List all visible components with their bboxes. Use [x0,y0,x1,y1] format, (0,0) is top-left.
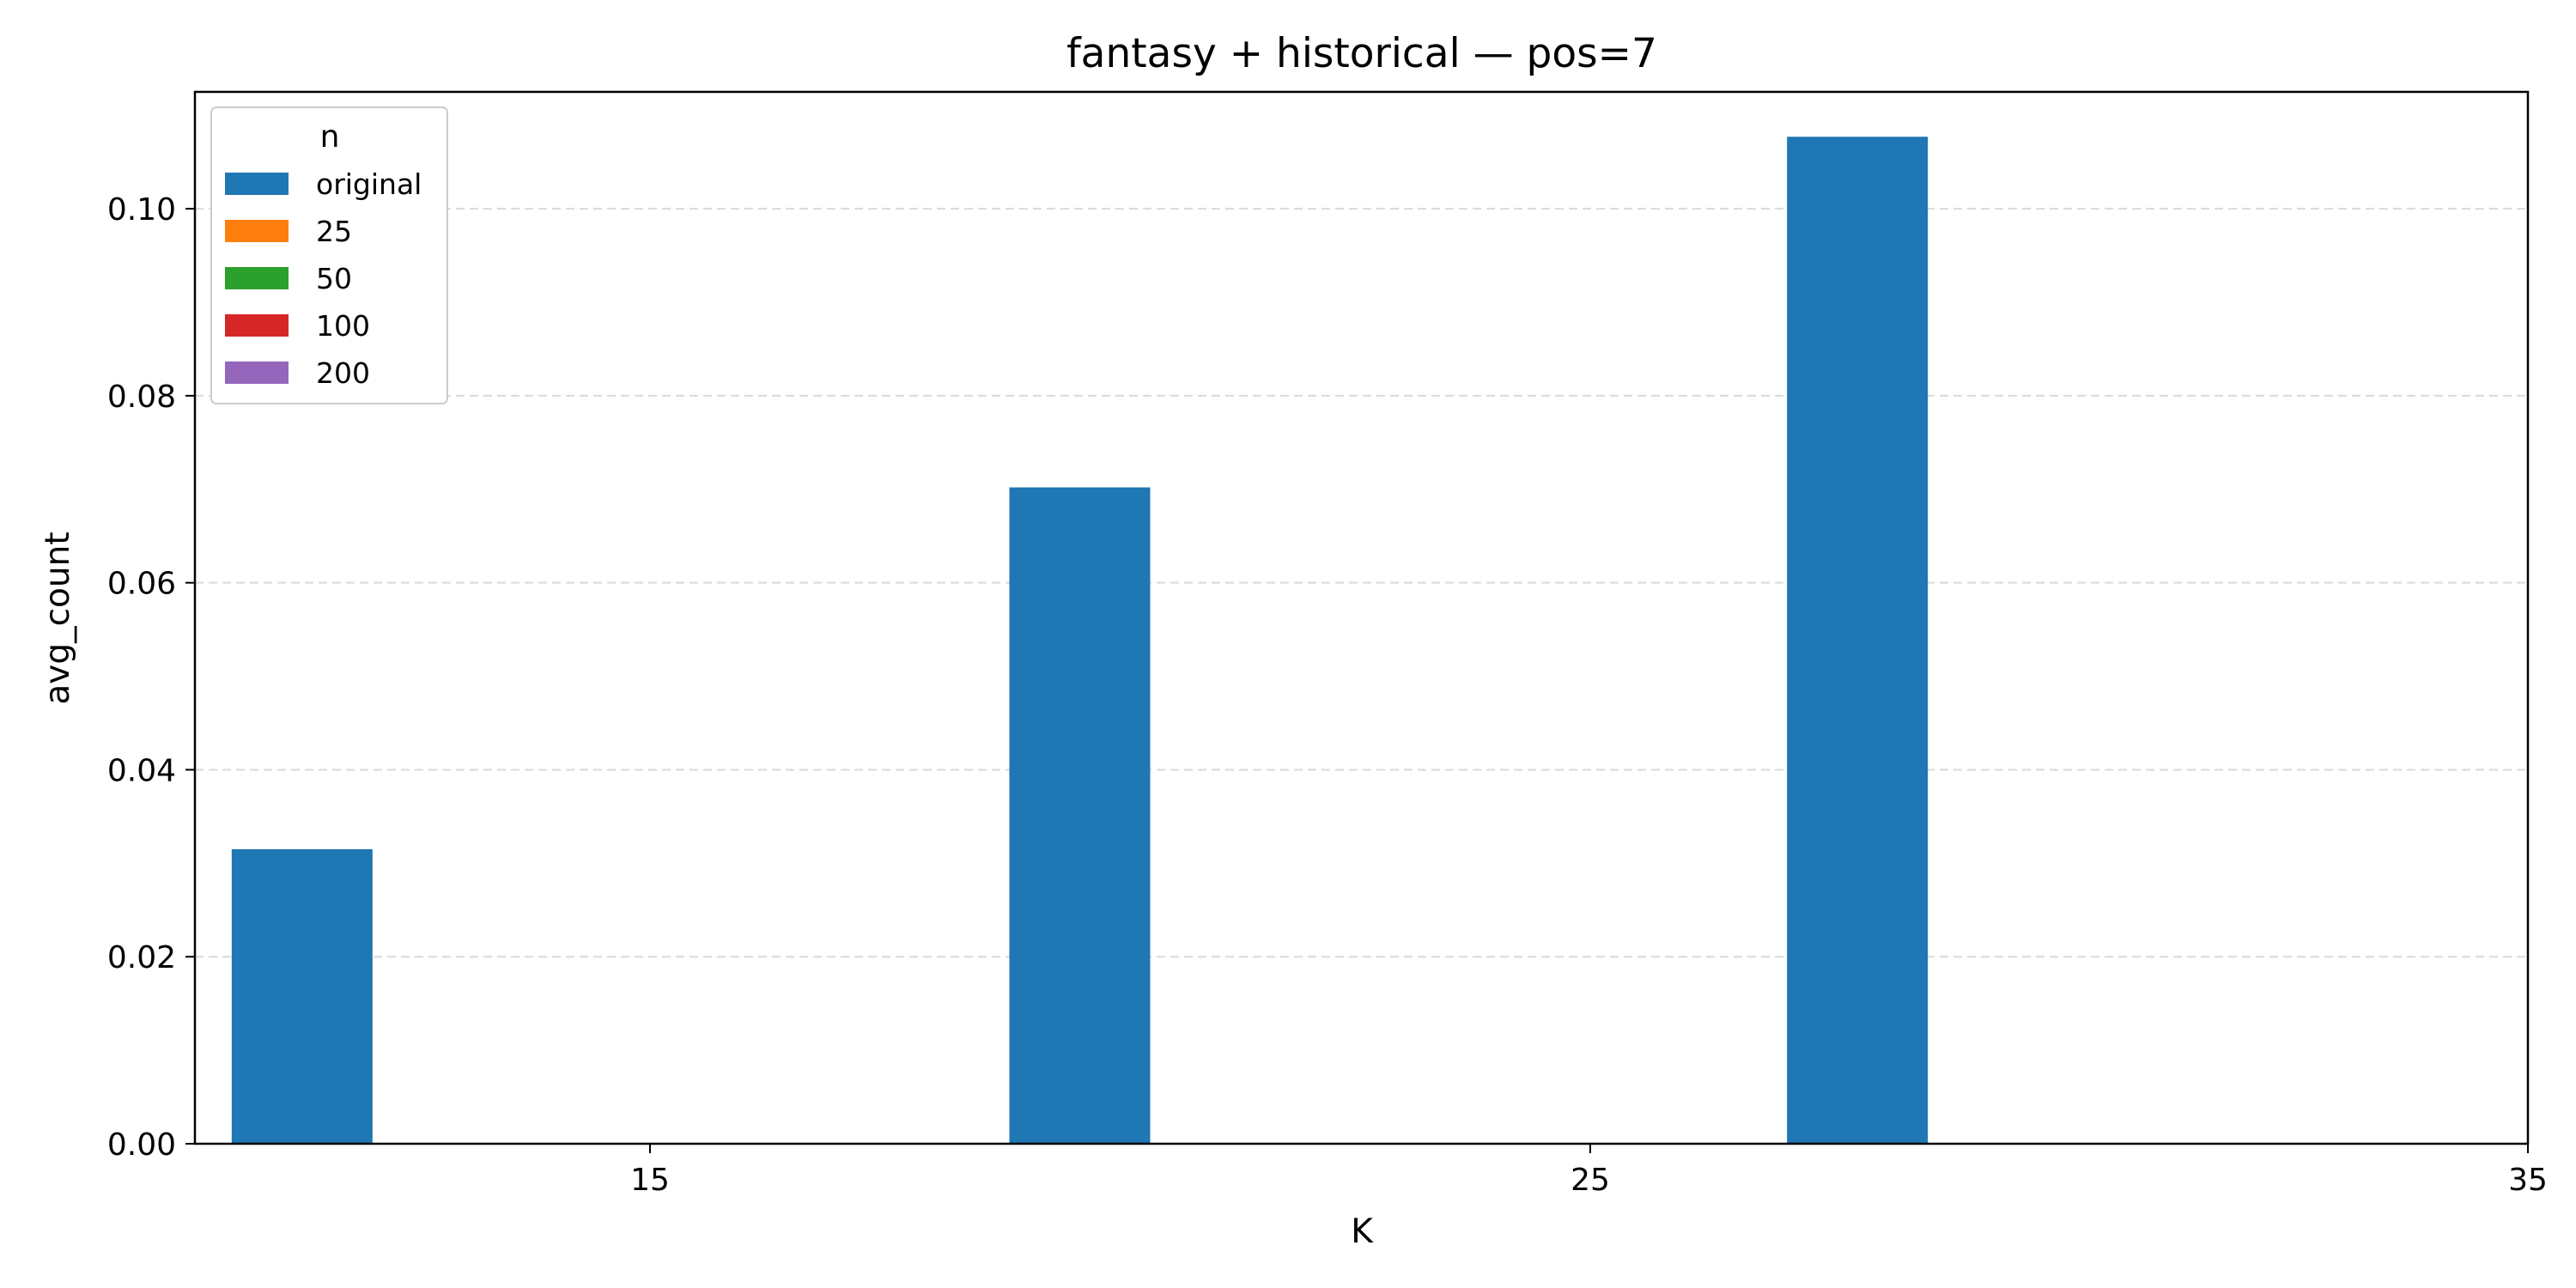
plot-frame [193,90,2530,1145]
y-tick-label: 0.00 [107,1127,176,1163]
legend: n original 25 50 100 200 [210,106,448,404]
grid-lines [195,208,2528,958]
legend-swatch [225,173,289,195]
legend-swatch [225,220,289,242]
legend-swatch [225,361,289,384]
x-axis-ticks: 15 25 35 [630,1144,2548,1198]
legend-label: 200 [316,356,370,390]
legend-swatch [225,314,289,337]
bar-original-35 [1787,137,1929,1145]
x-tick-label: 15 [630,1163,670,1198]
bar-original-25 [1009,487,1151,1144]
bars [231,137,1929,1145]
chart-title: fantasy + historical — pos=7 [1066,30,1657,77]
y-axis-ticks: 0.00 0.02 0.04 0.06 0.08 0.10 [107,192,195,1163]
y-tick-label: 0.02 [107,940,176,975]
x-tick-label: 25 [1571,1163,1610,1198]
legend-entries: original 25 50 100 200 [225,167,422,390]
y-tick-label: 0.06 [107,567,176,602]
y-tick-label: 0.10 [107,192,176,228]
y-tick-label: 0.08 [107,380,176,415]
legend-label: original [316,167,422,201]
legend-label: 50 [316,262,352,295]
legend-title: n [320,119,340,155]
legend-label: 25 [316,215,352,248]
y-tick-label: 0.04 [107,753,176,788]
x-axis-label: K [1351,1212,1374,1251]
bar-original-15 [231,849,373,1144]
legend-label: 100 [316,309,370,343]
legend-swatch [225,267,289,289]
y-axis-label: avg_count [39,532,77,704]
x-tick-label: 35 [2508,1163,2548,1198]
